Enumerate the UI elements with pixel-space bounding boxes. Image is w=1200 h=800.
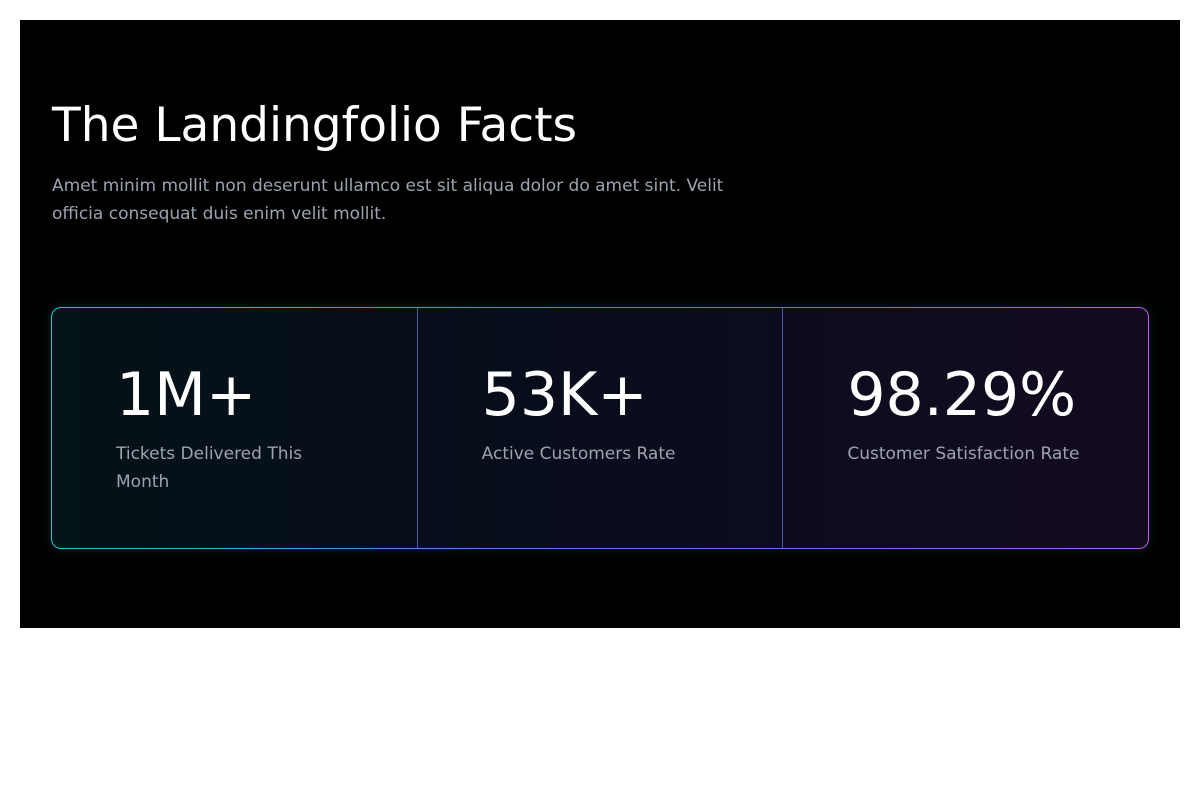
stats-row: 1M+ Tickets Delivered This Month 53K+ Ac… — [52, 308, 1148, 548]
page-subtitle: Amet minim mollit non deserunt ullamco e… — [52, 176, 724, 224]
stat-label: Active Customers Rate — [481, 444, 676, 464]
page-title: The Landingfolio Facts — [52, 98, 578, 153]
stats-card: 1M+ Tickets Delivered This Month 53K+ Ac… — [51, 307, 1149, 549]
stat-value: 53K+ — [481, 360, 648, 430]
stat-tickets-delivered: 1M+ Tickets Delivered This Month — [52, 308, 417, 548]
stat-active-customers: 53K+ Active Customers Rate — [416, 308, 783, 548]
facts-section: The Landingfolio Facts Amet minim mollit… — [20, 20, 1180, 628]
stat-value: 1M+ — [116, 360, 257, 430]
stat-label: Tickets Delivered This Month — [116, 444, 303, 492]
stat-customer-satisfaction: 98.29% Customer Satisfaction Rate — [782, 308, 1148, 548]
stat-value: 98.29% — [847, 360, 1077, 430]
stat-label: Customer Satisfaction Rate — [847, 444, 1080, 464]
